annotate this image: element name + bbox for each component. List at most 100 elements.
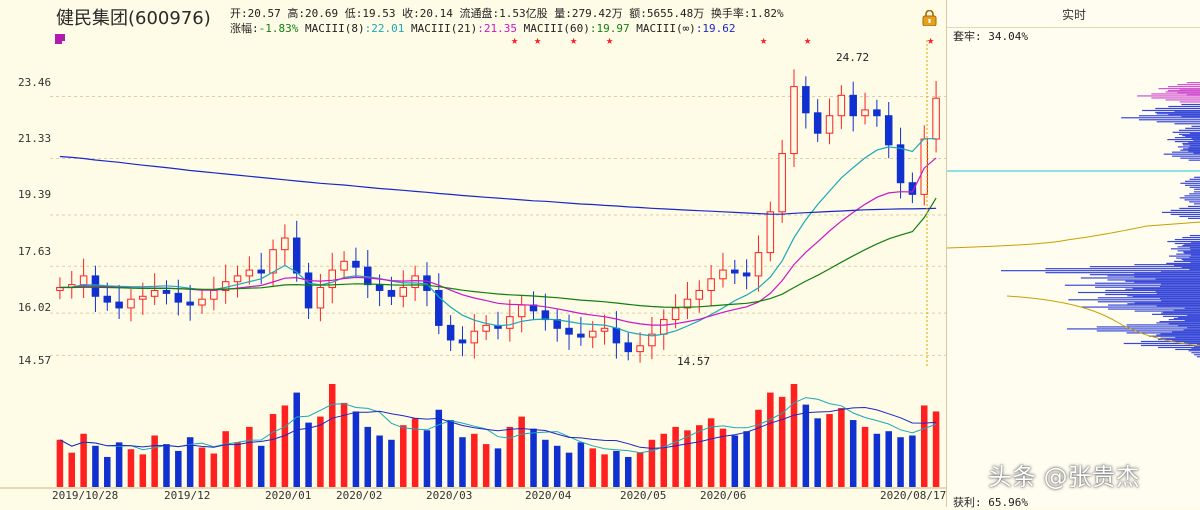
- candle-body: [849, 94, 857, 117]
- volume-bar: [696, 425, 703, 487]
- candle-body: [482, 324, 490, 332]
- chip-bar: [1168, 323, 1200, 325]
- candle-body: [541, 310, 550, 321]
- chip-bar: [1181, 266, 1200, 268]
- chip-bar: [1162, 311, 1200, 313]
- chip-bar: [1089, 274, 1200, 276]
- candle-body: [103, 295, 112, 303]
- open-label: 开:: [230, 7, 248, 20]
- candle-body: [742, 272, 751, 277]
- chip-bar: [1159, 321, 1200, 323]
- stock-title: 健民集团(600976): [56, 4, 211, 30]
- chip-bar: [1177, 146, 1200, 148]
- chip-bar: [1186, 94, 1200, 96]
- volume-bar: [364, 426, 372, 487]
- chip-bar: [1177, 317, 1200, 319]
- star-marker: ★: [927, 33, 935, 47]
- chip-bar: [1190, 249, 1200, 251]
- chip-bar: [1180, 149, 1200, 151]
- kline-chart[interactable]: [0, 0, 946, 507]
- chip-bar: [1194, 346, 1200, 348]
- volume-bar: [222, 431, 229, 487]
- chip-bar: [1193, 140, 1200, 142]
- chip-bar: [1134, 276, 1200, 278]
- candle-body: [423, 275, 431, 291]
- chip-bar: [1174, 238, 1200, 241]
- chip-bar: [1170, 248, 1200, 250]
- chip-bar: [1107, 275, 1200, 277]
- x-tick-label: 2020/02: [336, 489, 383, 502]
- chip-bar: [1194, 354, 1200, 356]
- chip-bar: [1158, 88, 1200, 90]
- candle-body: [506, 316, 514, 329]
- volume-bar: [175, 450, 182, 487]
- chip-bar: [1175, 336, 1200, 339]
- chip-bar: [1158, 346, 1200, 349]
- volume-bar: [400, 425, 407, 487]
- ma21-label: MACIII(21): [410, 22, 478, 35]
- volume-bar: [565, 452, 573, 487]
- ma-line-1: [59, 157, 937, 326]
- chip-bar: [1148, 335, 1200, 337]
- volume-bar: [234, 442, 241, 487]
- chip-bar: [1191, 352, 1200, 354]
- chip-bar: [1189, 256, 1200, 258]
- candle-body: [470, 330, 479, 344]
- chip-bar: [1080, 277, 1200, 279]
- chip-bar: [1168, 319, 1200, 321]
- amount-label: 额:: [629, 7, 647, 20]
- candle-body: [375, 284, 384, 291]
- lock-icon[interactable]: [922, 10, 937, 26]
- candle-body: [292, 237, 301, 274]
- chip-bar: [1138, 119, 1200, 121]
- chip-bar: [1155, 111, 1200, 114]
- candle-body: [364, 266, 372, 286]
- chip-bar: [1152, 313, 1200, 315]
- candle-body: [198, 298, 206, 306]
- chip-bar: [1127, 303, 1200, 305]
- candle-body: [719, 269, 727, 280]
- candle-body: [139, 295, 147, 300]
- chip-bar: [1151, 93, 1200, 95]
- volume-bar: [139, 454, 147, 487]
- corner-arrow-icon[interactable]: [55, 34, 65, 44]
- volume-bar: [577, 442, 585, 487]
- chip-bar: [1191, 348, 1200, 350]
- candle-body: [707, 278, 715, 291]
- candle-body: [837, 94, 846, 117]
- chip-bar: [1170, 213, 1200, 216]
- ma8-value: :22.01: [364, 22, 405, 35]
- candle-body: [127, 298, 135, 309]
- candle-body: [932, 97, 940, 140]
- x-tick-label: 2020/05: [620, 489, 667, 502]
- chip-bar: [1163, 153, 1200, 155]
- volume-bar: [56, 439, 64, 487]
- chip-bar: [1189, 201, 1200, 203]
- chip-outline: [1006, 295, 1200, 347]
- star-marker: ★: [511, 33, 519, 47]
- chip-bar: [1156, 113, 1200, 115]
- chip-bar: [1142, 109, 1200, 112]
- chip-bar: [1182, 135, 1200, 137]
- chip-bar: [1156, 121, 1200, 123]
- ma-line-0: [59, 138, 937, 337]
- realtime-tab[interactable]: 实时: [947, 6, 1200, 28]
- chip-bar: [1174, 141, 1200, 143]
- candle-body: [660, 319, 668, 335]
- candle-body: [186, 301, 194, 306]
- chip-bar: [1177, 92, 1200, 94]
- candle-body: [754, 252, 763, 277]
- chip-bar: [1183, 259, 1200, 261]
- candle-body: [328, 269, 336, 289]
- chip-bar: [1183, 341, 1200, 343]
- chip-bar: [1126, 324, 1200, 326]
- chip-bar: [1182, 244, 1200, 247]
- chip-bar: [1177, 84, 1200, 86]
- candle-body: [257, 269, 265, 274]
- candle-body: [245, 269, 254, 277]
- candle-body: [233, 275, 242, 283]
- chip-bar: [1160, 283, 1200, 285]
- chip-bar: [1179, 207, 1200, 210]
- candle-body: [269, 249, 277, 274]
- chip-bar: [1189, 193, 1200, 195]
